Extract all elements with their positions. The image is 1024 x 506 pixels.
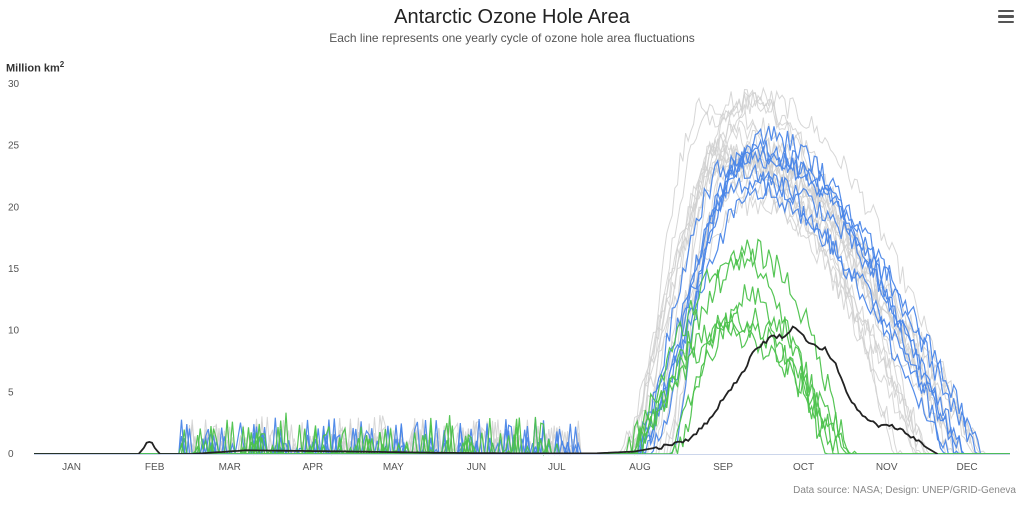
gray-series-line[interactable]	[34, 146, 1010, 456]
x-tick-label: APR	[303, 462, 324, 473]
x-tick-label: DEC	[957, 462, 978, 473]
y-axis-label: Million km	[6, 62, 60, 75]
y-tick-label: 10	[8, 326, 20, 337]
menu-bar	[998, 20, 1014, 24]
x-tick-label: OCT	[793, 462, 814, 473]
y-tick-label: 15	[8, 264, 20, 275]
y-tick-label: 30	[8, 79, 20, 90]
y-tick-label: 5	[8, 387, 14, 398]
axis-layer: 0 5 10 15 20 25 30 JAN FEB MAR APR MAY JUN JUL AUG SEP O…	[8, 79, 1010, 473]
chart-subtitle: Each line represents one yearly cycle of…	[329, 31, 695, 45]
blue-series-line[interactable]	[34, 147, 1010, 455]
y-tick-label: 20	[8, 202, 20, 213]
chart-title: Antarctic Ozone Hole Area	[394, 6, 630, 28]
hamburger-menu-icon[interactable]	[998, 10, 1014, 24]
x-tick-label: JUL	[548, 462, 566, 473]
gray-series-line[interactable]	[34, 86, 1010, 456]
x-tick-label: JAN	[62, 462, 81, 473]
menu-bar	[998, 15, 1014, 18]
credits-text[interactable]: Data source: NASA; Design: UNEP/GRID-Gen…	[793, 485, 1016, 496]
gray-series-line[interactable]	[34, 144, 1010, 455]
x-tick-label: MAR	[219, 462, 241, 473]
blue-series-line[interactable]	[34, 144, 1010, 456]
x-tick-label: FEB	[145, 462, 165, 473]
x-tick-label: JUN	[467, 462, 486, 473]
x-tick-label: AUG	[629, 462, 651, 473]
gray-series-line[interactable]	[34, 148, 1010, 456]
y-tick-label: 25	[8, 141, 20, 152]
x-tick-label: SEP	[713, 462, 733, 473]
menu-bar	[998, 10, 1014, 13]
gray-series-line[interactable]	[34, 148, 1010, 456]
x-tick-label: NOV	[876, 462, 898, 473]
x-tick-label: MAY	[383, 462, 404, 473]
y-tick-label: 0	[8, 449, 14, 460]
y-axis-unit-exponent: 2	[59, 60, 65, 69]
series-layer	[34, 86, 1010, 457]
y-axis-title: Million km2	[6, 60, 64, 75]
